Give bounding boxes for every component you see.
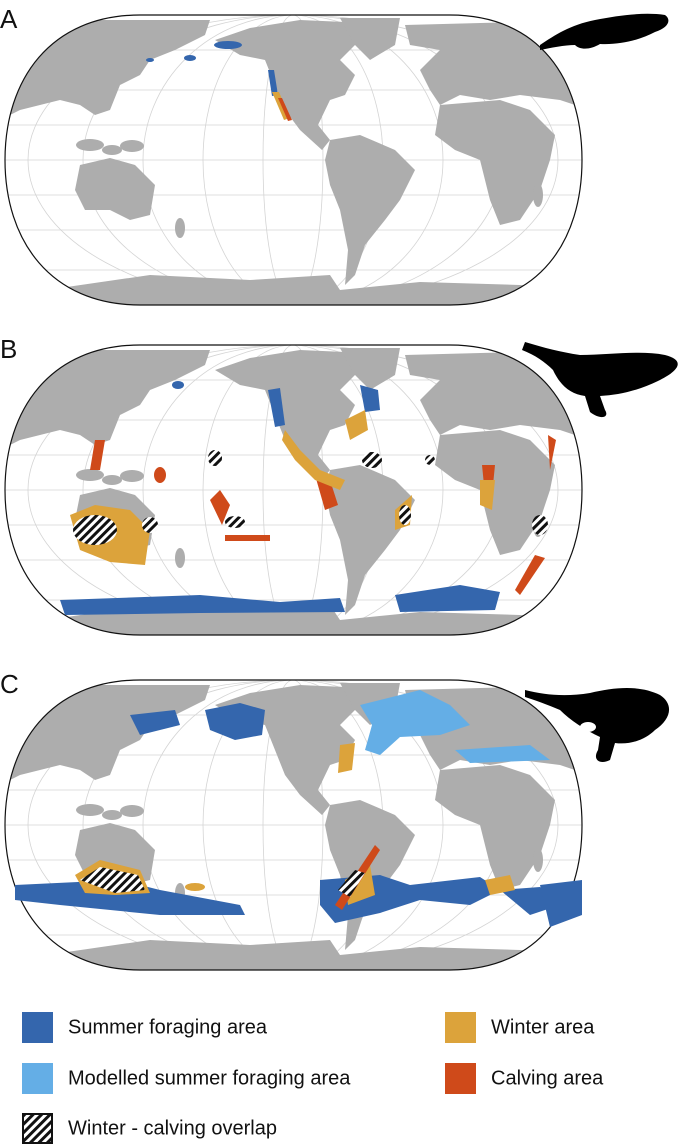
legend-label: Winter area [491, 1016, 595, 1038]
legend-label: Summer foraging area [68, 1016, 268, 1038]
legend: Summer foraging area Winter area Modelle… [22, 1012, 604, 1144]
panel-a: A [0, 4, 669, 310]
panel-b: B [0, 334, 678, 640]
whale-icon [540, 13, 669, 50]
whale-icon [525, 688, 670, 762]
panel-label: C [0, 669, 19, 699]
areas [146, 41, 292, 121]
panel-label: A [0, 4, 18, 34]
whale-icon [522, 342, 678, 418]
legend-label: Winter - calving overlap [68, 1117, 277, 1139]
legend-swatch [22, 1063, 53, 1094]
areas [60, 381, 556, 615]
legend-swatch [445, 1012, 476, 1043]
areas [15, 690, 582, 927]
legend-swatch [445, 1063, 476, 1094]
legend-swatch [22, 1012, 53, 1043]
legend-label: Calving area [491, 1067, 604, 1089]
panel-label: B [0, 334, 17, 364]
legend-swatch [22, 1113, 53, 1144]
legend-label: Modelled summer foraging area [68, 1067, 351, 1089]
panel-c: C [0, 669, 670, 975]
